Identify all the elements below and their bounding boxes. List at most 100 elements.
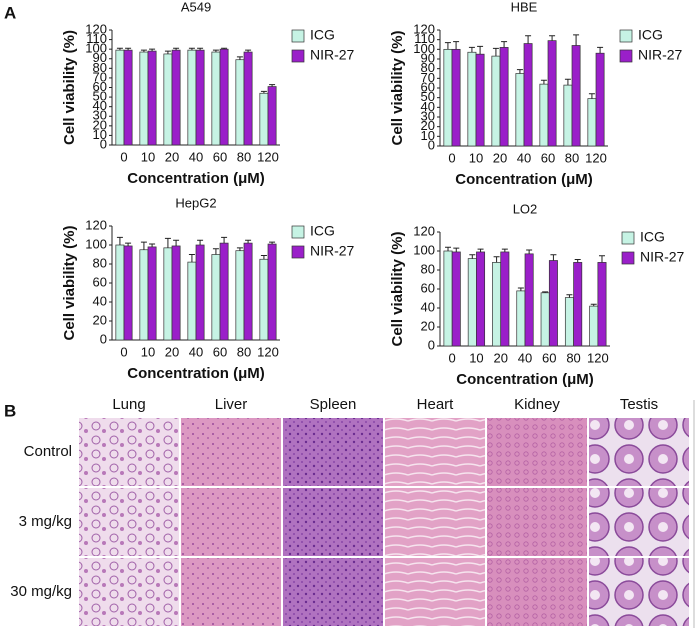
y-tick-label: 80	[93, 60, 107, 75]
y-tick-label: 20	[93, 312, 107, 327]
column-label: Testis	[620, 396, 658, 413]
column-label: Lung	[112, 396, 145, 413]
error-bar	[477, 45, 484, 55]
y-tick-label: 20	[421, 118, 435, 133]
tissue-image	[385, 488, 485, 556]
y-axis-label: Cell viability (%)	[389, 231, 406, 346]
bar	[564, 297, 574, 347]
tissue-image	[79, 558, 179, 626]
tissue-image	[79, 418, 179, 486]
x-tick-label: 40	[189, 344, 203, 359]
error-bar	[269, 84, 276, 87]
column-label: Liver	[215, 396, 248, 413]
x-tick-label: 120	[257, 149, 279, 164]
error-bar	[598, 255, 605, 263]
error-bar	[236, 247, 243, 251]
error-bar	[590, 303, 597, 307]
x-tick-label: 20	[493, 350, 507, 365]
x-tick-label: 120	[585, 150, 607, 165]
error-bar	[125, 47, 132, 51]
x-tick-label: 20	[165, 344, 179, 359]
bar	[524, 253, 534, 347]
x-axis-label: Concentration (μM)	[456, 371, 594, 388]
panel-label: A	[4, 3, 16, 22]
bar	[235, 250, 245, 341]
x-tick-label: 0	[120, 344, 127, 359]
y-tick-label: 90	[93, 50, 107, 65]
error-bar	[197, 239, 204, 245]
error-bar	[269, 241, 276, 245]
error-bar	[164, 237, 171, 248]
bar	[451, 48, 461, 147]
x-axis-label: Concentration (μM)	[127, 365, 265, 382]
y-tick-label: 120	[413, 21, 435, 36]
bar	[171, 49, 181, 146]
y-tick-label: 40	[93, 98, 107, 113]
bar	[195, 49, 205, 146]
tissue-image	[181, 418, 281, 486]
y-tick-label: 30	[421, 108, 435, 123]
y-axis-label: Cell viability (%)	[61, 225, 78, 340]
x-tick-label: 10	[469, 350, 483, 365]
error-bar	[173, 239, 180, 246]
y-tick-label: 90	[421, 50, 435, 65]
error-bar	[588, 93, 595, 99]
error-bar	[260, 90, 267, 94]
bar	[443, 250, 453, 347]
error-bar	[116, 236, 123, 245]
legend-swatch	[291, 49, 305, 63]
x-tick-label: 40	[518, 350, 532, 365]
error-bar	[149, 48, 156, 52]
y-tick-label: 40	[93, 293, 107, 308]
x-tick-label: 60	[213, 149, 227, 164]
x-tick-label: 0	[448, 150, 455, 165]
y-tick-label: 10	[421, 128, 435, 143]
bar	[443, 48, 453, 147]
error-bar	[574, 259, 581, 263]
error-bar	[444, 42, 451, 50]
bar	[573, 262, 583, 347]
y-tick-label: 70	[421, 70, 435, 85]
error-bar	[116, 47, 123, 51]
bar	[467, 51, 477, 147]
y-tick-label: 40	[421, 99, 435, 114]
bar	[115, 49, 125, 146]
bar	[139, 249, 149, 341]
bar	[589, 305, 599, 347]
tissue-image	[283, 558, 383, 626]
legend-swatch	[619, 29, 633, 43]
tissue-image	[589, 488, 689, 556]
y-tick-label: 100	[85, 236, 107, 251]
y-tick-label: 100	[413, 242, 435, 257]
bar	[499, 47, 509, 147]
legend-swatch	[291, 29, 305, 43]
y-tick-label: 0	[100, 136, 107, 151]
x-tick-label: 60	[542, 350, 556, 365]
y-tick-label: 50	[421, 89, 435, 104]
bar	[219, 48, 229, 146]
tissue-image	[181, 488, 281, 556]
x-tick-label: 20	[165, 149, 179, 164]
bar	[467, 258, 477, 347]
bar	[171, 245, 181, 341]
y-tick-label: 100	[413, 41, 435, 56]
error-bar	[597, 46, 604, 54]
bar	[211, 254, 221, 341]
error-bar	[492, 47, 499, 57]
error-bar	[173, 47, 180, 51]
bar	[500, 251, 510, 347]
legend-label: ICG	[638, 27, 663, 43]
bar	[547, 40, 557, 147]
error-bar	[516, 69, 523, 74]
error-bar	[245, 239, 252, 244]
legend-swatch	[291, 245, 305, 259]
error-bar	[542, 291, 549, 293]
y-tick-label: 120	[85, 21, 107, 36]
chart-title: HepG2	[175, 195, 216, 210]
x-tick-label: 80	[237, 149, 251, 164]
legend-swatch	[619, 49, 633, 63]
bar	[123, 245, 133, 341]
y-tick-label: 110	[414, 31, 435, 46]
y-tick-label: 60	[93, 274, 107, 289]
y-tick-label: 80	[93, 255, 107, 270]
